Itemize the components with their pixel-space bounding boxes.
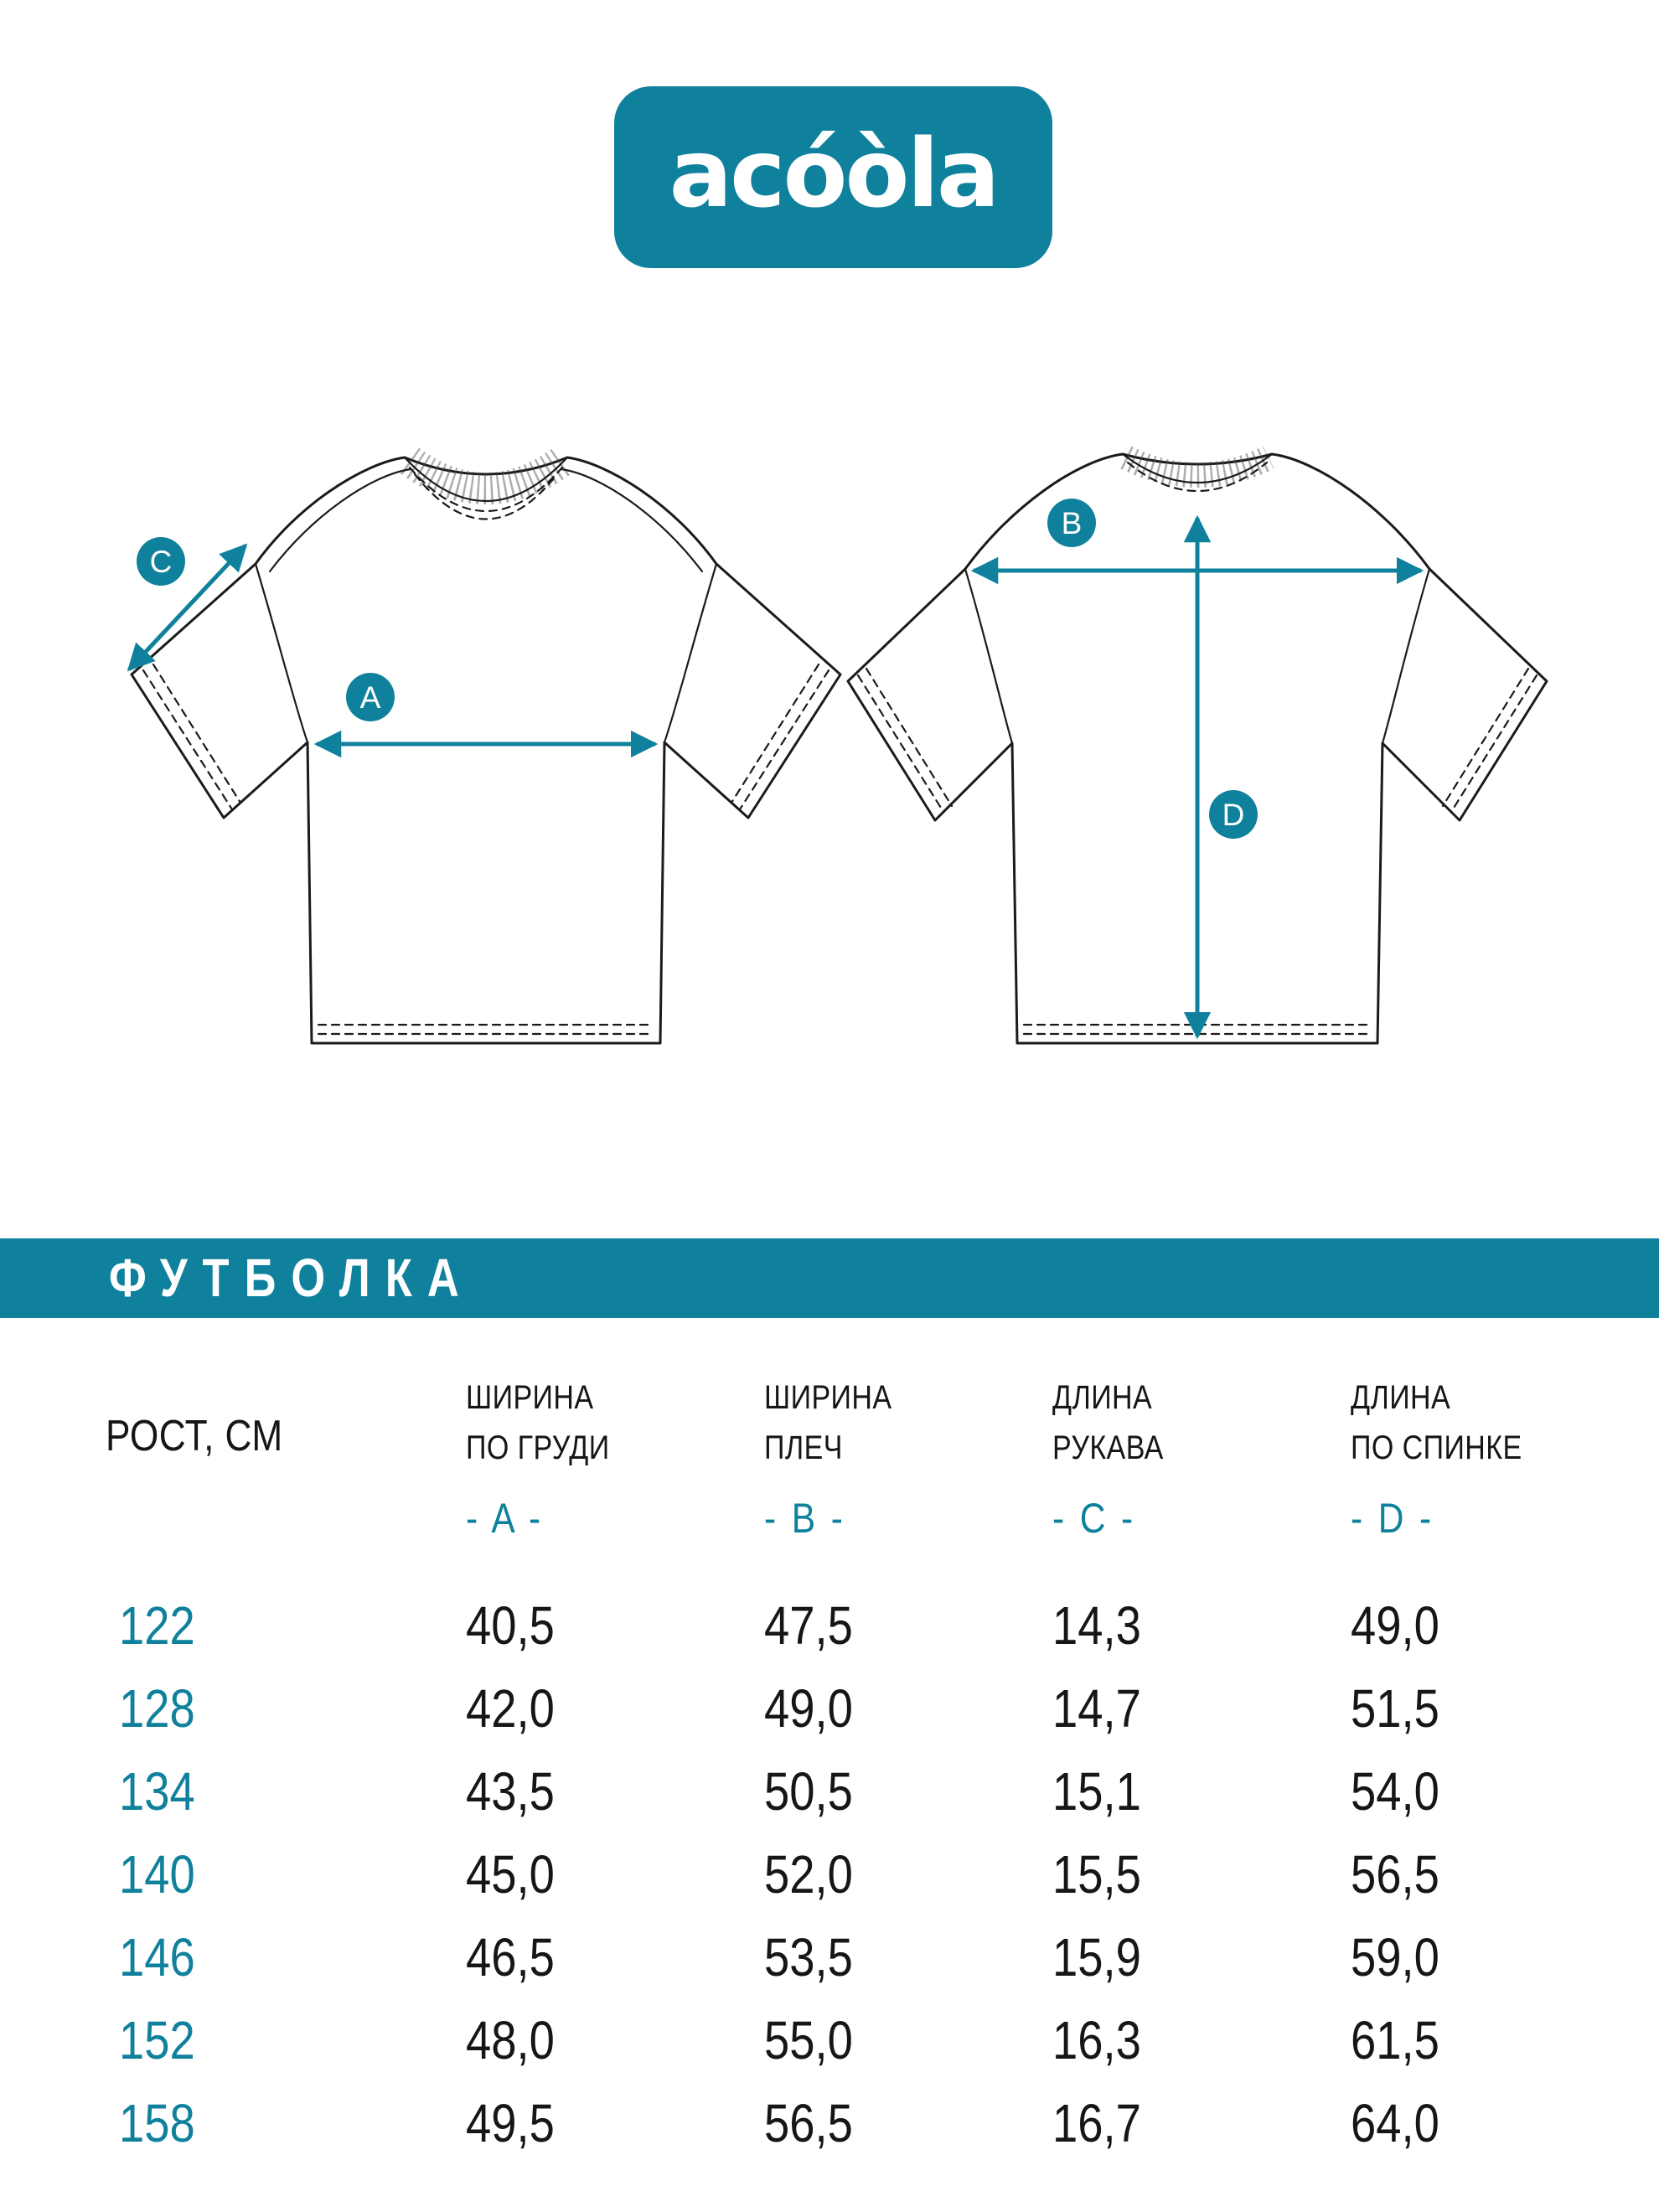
sleeve-length-arrow xyxy=(127,543,248,672)
value-cell: 15,9 xyxy=(1052,1927,1141,1987)
front-shirt-silhouette xyxy=(130,456,842,1045)
value-cell: 47,5 xyxy=(764,1595,853,1656)
table-row: 122 40,5 47,5 14,3 49,0 xyxy=(0,1584,1659,1667)
table-row: 134 43,5 50,5 15,1 54,0 xyxy=(0,1749,1659,1833)
marker-d-circle xyxy=(1209,790,1258,839)
value-cell: 56,5 xyxy=(1351,1844,1439,1904)
value-cell: 46,5 xyxy=(466,1927,555,1987)
value-cell: 54,0 xyxy=(1351,1761,1439,1822)
value-cell: 49,5 xyxy=(466,2093,555,2153)
row-header: РОСТ, СМ xyxy=(106,1412,283,1460)
table-row: 128 42,0 49,0 14,7 51,5 xyxy=(0,1667,1659,1750)
column-header-line: ШИРИНА xyxy=(466,1379,594,1416)
value-cell: 49,0 xyxy=(1351,1595,1439,1656)
marker-a: A xyxy=(346,673,395,721)
value-cell: 14,3 xyxy=(1052,1595,1141,1656)
value-cell: 53,5 xyxy=(764,1927,853,1987)
value-cell: 16,7 xyxy=(1052,2093,1141,2153)
column-header-chest: ШИРИНА ПО ГРУДИ xyxy=(466,1372,635,1473)
column-header-line: РУКАВА xyxy=(1052,1429,1164,1466)
value-cell: 52,0 xyxy=(764,1844,853,1904)
value-cell: 16,3 xyxy=(1052,2010,1141,2070)
height-cell: 140 xyxy=(119,1844,195,1904)
column-header-line: ПО ГРУДИ xyxy=(466,1429,610,1466)
value-cell: 50,5 xyxy=(764,1761,853,1822)
column-header-sleeve: ДЛИНА РУКАВА xyxy=(1052,1372,1183,1473)
height-cell: 152 xyxy=(119,2010,195,2070)
value-cell: 49,0 xyxy=(764,1678,853,1739)
column-code-c: - C - xyxy=(1052,1495,1136,1542)
product-banner: ФУТБОЛКА xyxy=(0,1238,1659,1318)
column-header-line: ПЛЕЧ xyxy=(764,1429,843,1466)
value-cell: 15,5 xyxy=(1052,1844,1141,1904)
marker-c: C xyxy=(137,537,185,586)
column-header-line: ШИРИНА xyxy=(764,1379,892,1416)
value-cell: 61,5 xyxy=(1351,2010,1439,2070)
marker-b-circle xyxy=(1047,499,1096,547)
marker-c-label: C xyxy=(150,545,173,579)
height-cell: 158 xyxy=(119,2093,195,2153)
height-cell: 128 xyxy=(119,1678,195,1739)
marker-d-label: D xyxy=(1222,798,1245,832)
column-header-back-length: ДЛИНА ПО СПИНКЕ xyxy=(1351,1372,1553,1473)
marker-b-label: B xyxy=(1062,506,1083,540)
value-cell: 45,0 xyxy=(466,1844,555,1904)
value-cell: 56,5 xyxy=(764,2093,853,2153)
table-row: 140 45,0 52,0 15,5 56,5 xyxy=(0,1832,1659,1916)
marker-b: B xyxy=(1047,499,1096,547)
height-cell: 146 xyxy=(119,1927,195,1987)
column-code-d: - D - xyxy=(1351,1495,1434,1542)
tshirt-front-diagram: A C xyxy=(127,447,842,1045)
table-row: 146 46,5 53,5 15,9 59,0 xyxy=(0,1915,1659,1999)
tshirt-back-diagram: B D xyxy=(846,446,1548,1045)
table-row: 158 49,5 56,5 16,7 64,0 xyxy=(0,2081,1659,2165)
table-row: 152 48,0 55,0 16,3 61,5 xyxy=(0,1998,1659,2082)
height-cell: 134 xyxy=(119,1761,195,1822)
marker-a-circle xyxy=(346,673,395,721)
column-header-line: ДЛИНА xyxy=(1052,1379,1153,1416)
marker-c-circle xyxy=(137,537,185,586)
value-cell: 59,0 xyxy=(1351,1927,1439,1987)
column-code-a: - A - xyxy=(466,1495,544,1542)
product-title: ФУТБОЛКА xyxy=(109,1248,474,1308)
brand-logo: acóòla xyxy=(614,86,1052,268)
marker-a-label: A xyxy=(360,680,381,715)
value-cell: 48,0 xyxy=(466,2010,555,2070)
value-cell: 40,5 xyxy=(466,1595,555,1656)
column-header-line: ПО СПИНКЕ xyxy=(1351,1429,1522,1466)
column-code-b: - B - xyxy=(764,1495,846,1542)
value-cell: 51,5 xyxy=(1351,1678,1439,1739)
marker-d: D xyxy=(1209,790,1258,839)
value-cell: 43,5 xyxy=(466,1761,555,1822)
value-cell: 14,7 xyxy=(1052,1678,1141,1739)
brand-logo-text: acóòla xyxy=(669,119,1000,229)
column-header-shoulders: ШИРИНА ПЛЕЧ xyxy=(764,1372,914,1473)
height-cell: 122 xyxy=(119,1595,195,1656)
value-cell: 64,0 xyxy=(1351,2093,1439,2153)
value-cell: 55,0 xyxy=(764,2010,853,2070)
front-shirt-outline xyxy=(130,447,842,1045)
column-header-line: ДЛИНА xyxy=(1351,1379,1451,1416)
value-cell: 15,1 xyxy=(1052,1761,1141,1822)
value-cell: 42,0 xyxy=(466,1678,555,1739)
